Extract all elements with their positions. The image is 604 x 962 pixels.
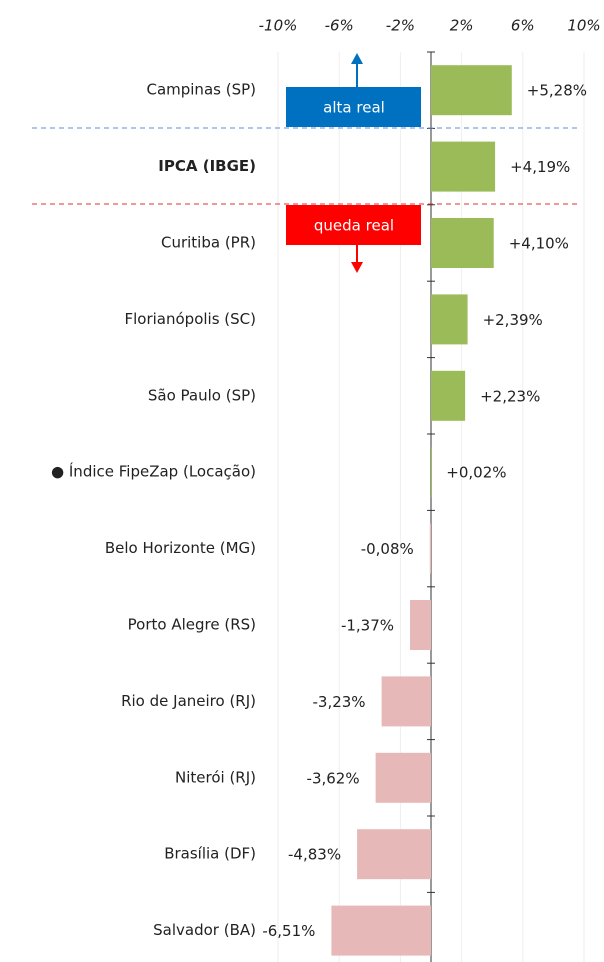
bar	[429, 523, 431, 574]
x-tick-label: 10%	[567, 17, 600, 35]
bar	[431, 370, 466, 421]
x-tick-label: 6%	[511, 17, 535, 35]
alta-arrow-head	[351, 53, 363, 64]
x-tick-label: -6%	[325, 17, 354, 35]
value-label: -1,37%	[341, 617, 394, 635]
bar	[431, 294, 468, 345]
alta-box	[286, 87, 421, 127]
bar	[431, 141, 496, 192]
category-label: Salvador (BA)	[153, 921, 256, 939]
category-label: Niterói (RJ)	[175, 768, 256, 786]
x-tick-label: 2%	[450, 17, 474, 35]
bar	[431, 218, 494, 268]
value-label: -6,51%	[262, 922, 315, 940]
value-label: -3,23%	[313, 693, 366, 711]
bar	[381, 676, 431, 727]
alta-text: alta real	[323, 99, 385, 117]
x-tick-label: -10%	[259, 17, 298, 35]
value-label: +4,10%	[509, 235, 569, 253]
value-label: -4,83%	[288, 846, 341, 864]
value-label: +0,02%	[446, 464, 506, 482]
bar	[331, 905, 431, 956]
value-label: +5,28%	[527, 82, 587, 100]
bar	[410, 600, 431, 650]
queda-text: queda real	[314, 217, 394, 235]
category-label: São Paulo (SP)	[148, 386, 256, 404]
category-label: IPCA (IBGE)	[158, 157, 256, 175]
value-label: +2,39%	[483, 311, 543, 329]
category-label: Porto Alegre (RS)	[128, 616, 256, 634]
queda-box	[286, 205, 421, 245]
value-label: +2,23%	[480, 387, 540, 405]
value-label: +4,19%	[510, 158, 570, 176]
category-label: Curitiba (PR)	[161, 234, 256, 252]
category-label: Belo Horizonte (MG)	[105, 539, 256, 557]
x-tick-label: -2%	[386, 17, 415, 35]
category-label: ● Índice FipeZap (Locação)	[51, 462, 256, 481]
category-label: Florianópolis (SC)	[125, 310, 257, 328]
bar	[431, 447, 432, 498]
category-label: Rio de Janeiro (RJ)	[121, 692, 256, 710]
bar	[357, 829, 431, 880]
bar	[375, 752, 431, 803]
value-label: -3,62%	[307, 769, 360, 787]
value-label: -0,08%	[361, 540, 414, 558]
category-label: Brasília (DF)	[164, 845, 256, 863]
category-label: Campinas (SP)	[146, 81, 256, 99]
bar	[431, 65, 512, 116]
queda-arrow-head	[351, 262, 363, 273]
